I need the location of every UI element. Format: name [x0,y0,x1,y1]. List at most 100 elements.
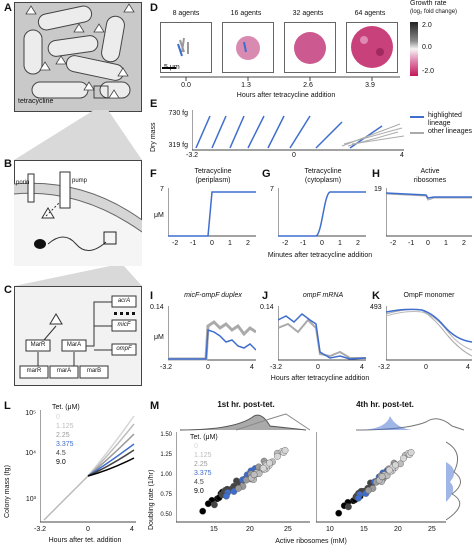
protein-MarR: MarR [30,342,46,348]
ijk-xlabel: Hours after tetracycline addition [270,375,370,382]
panel-f-ymax: 7 [160,186,164,193]
panel-e-plot [192,110,404,151]
panel-label-k: K [372,290,380,302]
colony-8-agents [177,37,189,57]
l-legend-title: Tet. (μM) [52,404,80,411]
legend-swatch-other [410,132,424,134]
panel-b-membrane: porin pump [13,160,143,266]
panel-g-ymax: 7 [270,186,274,193]
l-legend-4: 4.5 [56,450,66,457]
l-xtick-right: 4 [130,526,134,533]
fgh-xlabel: Minutes after tetracycline addition [267,252,373,259]
scatter-point [385,466,393,474]
colony-16-agents [236,36,260,60]
m2-xtick-10: 10 [326,526,334,533]
panel-e-xtick-left: -3.2 [186,152,199,159]
scatter-point [392,461,399,469]
g-xtick: 0 [320,240,324,247]
l-legend-0: 0 [56,414,60,421]
agents-label-32: 32 agents [292,10,324,17]
legend-swatch-highlighted [410,116,424,118]
panel-label-e: E [150,98,158,110]
colorbar [410,22,418,76]
scale-bar-label: 5 μm [164,64,180,71]
m-ytick-125: 1.25 [160,452,172,458]
i-xtick-mid: 0 [206,364,210,371]
m1-xtick-20: 20 [246,526,254,533]
panel-f-ylabel: μM [154,212,164,219]
scatter-point [378,473,386,481]
panel-h-title1: Active [420,168,440,175]
panel-i-title: micF-ompF duplex [184,292,242,299]
m-legend-0: 0 [194,443,198,450]
m-legend-title: Tet. (μM) [190,434,218,441]
scatter-point [345,503,352,511]
l-xlabel: Hours after tet. addition [48,537,122,544]
gene-network-illustration [14,286,142,386]
l-legend-5: 9.0 [56,459,66,466]
gene-marR: marR [26,368,42,374]
panel-label-b: B [4,158,12,170]
colorbar-tick-bottom: -2.0 [422,68,435,75]
j-xtick-mid: 0 [316,364,320,371]
m-legend-5: 9.0 [194,488,204,495]
panel-e-ytick-top: 730 fg [168,110,188,117]
panel-e-xtick-right: 4 [400,152,404,159]
m-marginal-top [179,413,465,431]
panel-label-d: D [150,2,158,14]
k-xtick-left: -3.2 [378,364,391,371]
m-ytick-100: 1.00 [160,472,172,478]
panel-i-plot [168,306,256,361]
panel-label-a: A [4,2,12,14]
m1-xtick-15: 15 [210,526,218,533]
target-ompF: ompF [116,346,132,352]
panel-l-ylabel: Colony mass (fg) [4,465,11,518]
f-xtick: -2 [172,240,179,247]
l-legend-3: 3.375 [56,441,74,448]
l-ytick-1e5: 10⁵ [25,410,36,417]
m-marginal-right [446,441,461,521]
m-scatter-4th [316,432,446,523]
h-xtick: -2 [390,240,397,247]
cell-field-illustration [14,2,142,112]
scatter-point [281,446,289,454]
f-xtick: 0 [210,240,214,247]
time-tick-0: 0.0 [181,82,191,89]
scatter-point [335,509,343,517]
panel-i-ylabel: μM [154,334,164,341]
m-scatter-1st [176,432,310,523]
m-xlabel: Active ribosomes (mM) [275,538,347,545]
panel-i-ymax: 0.14 [150,304,164,311]
colorbar-title: Growth rate [410,0,447,7]
l-legend-2: 2.25 [56,432,70,439]
scatter-point [233,477,240,485]
panel-a-cell-field: tetracycline [14,2,142,112]
i-xtick-right: 4 [250,364,254,371]
panel-l-plot [40,410,136,523]
m2-xtick-25: 25 [428,526,436,533]
scatter-point [274,452,281,460]
l-xtick-mid: 0 [86,526,90,533]
zoom-wedge-bc [14,266,142,286]
panel-g-title1: Tetracycline [304,168,342,175]
legend-other-lineages: other lineages [428,128,472,135]
scatter-point [407,448,415,456]
m-title-1st: 1st hr. post-tet. [217,400,275,409]
panel-f-title1: Tetracycline [194,168,232,175]
h-xtick: 0 [426,240,430,247]
panel-label-i: I [150,290,154,302]
scatter-point [250,471,258,479]
j-xtick-right: 4 [360,364,364,371]
panel-d-xlabel: Hours after tetracycline addition [236,92,336,99]
panel-f-title2: (periplasm) [195,177,231,184]
h-xtick: -1 [408,240,415,247]
panel-label-l: L [4,400,11,412]
protein-MarA: MarA [66,342,82,348]
l-ytick-1e4: 10⁴ [25,450,36,457]
time-tick-2: 2.6 [303,82,313,89]
panel-label-f: F [150,168,157,180]
m-ytick-150: 1.50 [160,432,172,438]
panel-h-plot [386,188,472,237]
f-xtick: 2 [246,240,250,247]
panel-k-plot [386,306,472,361]
